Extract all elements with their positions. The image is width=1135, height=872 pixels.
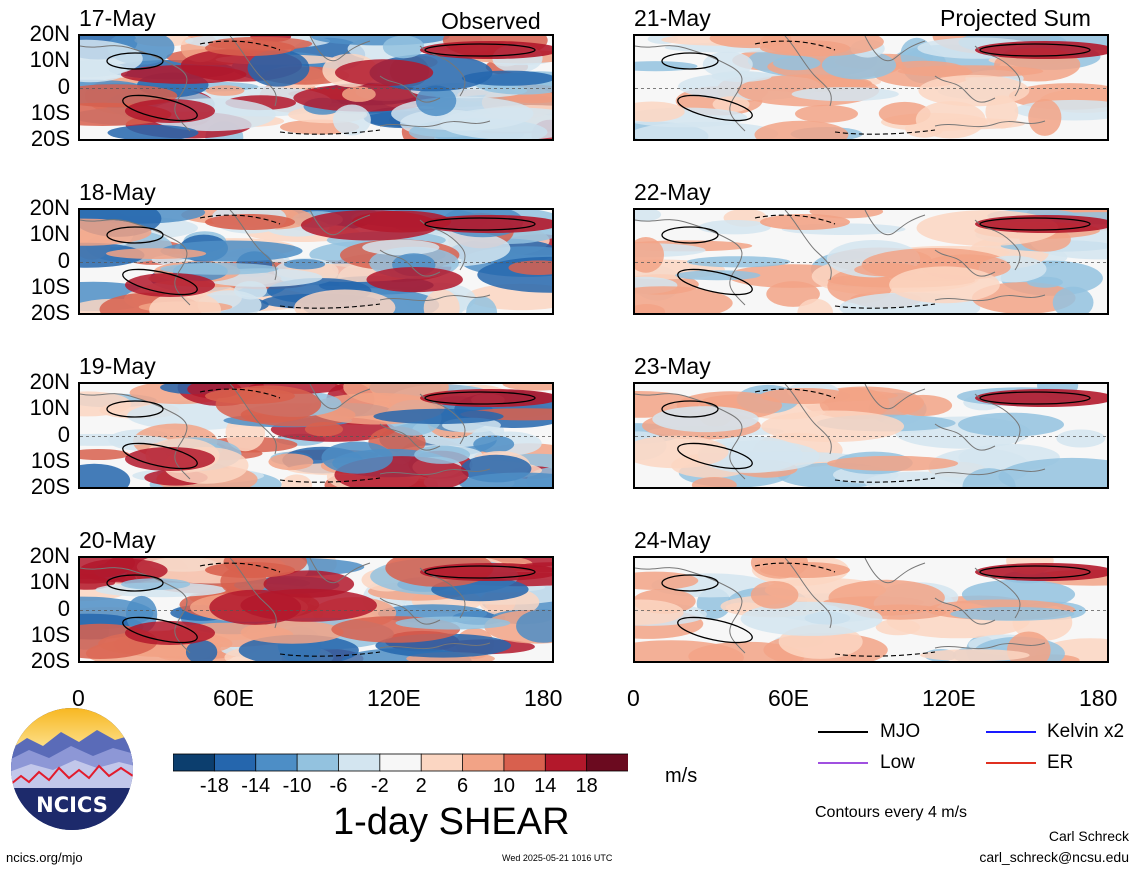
lat-label: 20S bbox=[30, 648, 70, 673]
shear-map bbox=[80, 36, 552, 139]
lat-label: 0 bbox=[57, 595, 70, 621]
colorbar-swatch bbox=[338, 753, 381, 772]
panel-date-label: 17-May bbox=[79, 5, 156, 31]
contour-note: Contours every 4 m/s bbox=[815, 804, 968, 821]
lat-label: 10N bbox=[29, 395, 70, 421]
lat-label: 20S bbox=[30, 126, 70, 151]
lon-label: 60E bbox=[213, 685, 254, 711]
observed-header: Observed bbox=[441, 8, 541, 34]
shear-map bbox=[635, 558, 1107, 661]
panel-date-label: 19-May bbox=[79, 353, 156, 379]
map-panel-projected bbox=[633, 382, 1109, 489]
shear-map bbox=[635, 384, 1107, 487]
lon-label: 180 bbox=[1079, 685, 1118, 711]
lon-label: 180 bbox=[524, 685, 563, 711]
map-panel-projected bbox=[633, 208, 1109, 315]
panel-date-label: 21-May bbox=[634, 5, 711, 31]
colorbar-tick-label: -10 bbox=[282, 775, 312, 797]
legend-swatch-kelvin bbox=[986, 731, 1036, 733]
lat-label: 10N bbox=[29, 569, 70, 595]
colorbar-swatch bbox=[462, 753, 505, 772]
lat-label: 0 bbox=[57, 247, 70, 273]
lat-label: 0 bbox=[57, 73, 70, 99]
footer-author: Carl Schreck bbox=[1048, 828, 1129, 844]
lon-label: 120E bbox=[922, 685, 976, 711]
colorbar-swatch bbox=[420, 753, 464, 772]
footer-email: carl_schreck@ncsu.edu bbox=[979, 849, 1129, 865]
legend-swatch-mjo bbox=[818, 731, 868, 733]
colorbar-tick-label: -14 bbox=[241, 775, 271, 797]
panel-date-label: 20-May bbox=[79, 527, 156, 553]
shear-map bbox=[635, 36, 1107, 139]
lat-label: 10S bbox=[30, 273, 70, 299]
colorbar-swatch bbox=[503, 753, 547, 772]
lat-label: 0 bbox=[57, 421, 70, 447]
lon-label: 120E bbox=[367, 685, 421, 711]
lat-label: 20S bbox=[30, 474, 70, 499]
shear-map bbox=[80, 558, 552, 661]
map-panel-projected bbox=[633, 556, 1109, 663]
colorbar-tick-label: 6 bbox=[456, 775, 469, 797]
colorbar-swatch bbox=[213, 753, 257, 772]
colorbar-tick-label: -18 bbox=[199, 775, 229, 797]
legend-label-low: Low bbox=[880, 752, 915, 773]
colorbar-swatch bbox=[255, 753, 298, 772]
map-panel-projected bbox=[633, 34, 1109, 141]
map-panel-observed bbox=[78, 34, 554, 141]
lat-label: 20N bbox=[29, 195, 70, 220]
map-panel-observed bbox=[78, 382, 554, 489]
projected-header: Projected Sum bbox=[940, 5, 1091, 31]
shear-map bbox=[635, 210, 1107, 313]
footer-url: ncics.org/mjo bbox=[6, 850, 83, 865]
lon-label: 0 bbox=[72, 685, 85, 711]
lon-label: 0 bbox=[627, 685, 640, 711]
legend-label-kelvin: Kelvin x2 bbox=[1047, 721, 1125, 742]
colorbar bbox=[172, 753, 629, 778]
logo-text: NCICS bbox=[36, 793, 108, 817]
colorbar-tick-label: 2 bbox=[415, 775, 427, 797]
lat-label: 10S bbox=[30, 447, 70, 473]
panel-date-label: 24-May bbox=[634, 527, 711, 553]
lat-label: 10S bbox=[30, 621, 70, 647]
ncics-logo: NCICS bbox=[9, 706, 135, 832]
colorbar-tick-label: 10 bbox=[492, 775, 516, 797]
panel-date-label: 23-May bbox=[634, 353, 711, 379]
shear-map bbox=[80, 384, 552, 487]
colorbar-swatch bbox=[172, 753, 216, 772]
colorbar-title: 1-day SHEAR bbox=[333, 801, 570, 843]
shear-map bbox=[80, 210, 552, 313]
footer-timestamp: Wed 2025-05-21 1016 UTC bbox=[502, 853, 613, 863]
colorbar-tick-label: -6 bbox=[329, 775, 348, 797]
lat-label: 10S bbox=[30, 99, 70, 125]
map-panel-observed bbox=[78, 556, 554, 663]
colorbar-tick-label: 14 bbox=[534, 775, 557, 797]
lat-label: 20N bbox=[29, 369, 70, 394]
legend-swatch-er bbox=[986, 762, 1036, 764]
legend-label-er: ER bbox=[1047, 752, 1074, 773]
lat-label: 20S bbox=[30, 300, 70, 325]
panel-date-label: 22-May bbox=[634, 179, 711, 205]
colorbar-tick-label: 18 bbox=[575, 775, 598, 797]
lat-label: 10N bbox=[29, 221, 70, 247]
lon-label: 60E bbox=[768, 685, 809, 711]
colorbar-swatch bbox=[296, 753, 340, 772]
map-panel-observed bbox=[78, 208, 554, 315]
colorbar-swatch bbox=[379, 753, 423, 772]
colorbar-units: m/s bbox=[665, 765, 698, 787]
panel-date-label: 18-May bbox=[79, 179, 156, 205]
lat-label: 10N bbox=[29, 47, 70, 73]
lat-label: 20N bbox=[29, 21, 70, 46]
legend-label-mjo: MJO bbox=[880, 721, 921, 742]
lat-label: 20N bbox=[29, 543, 70, 568]
colorbar-swatch bbox=[586, 753, 629, 772]
colorbar-swatch bbox=[544, 753, 588, 772]
colorbar-tick-label: -2 bbox=[370, 775, 389, 797]
legend-swatch-low bbox=[818, 762, 868, 764]
